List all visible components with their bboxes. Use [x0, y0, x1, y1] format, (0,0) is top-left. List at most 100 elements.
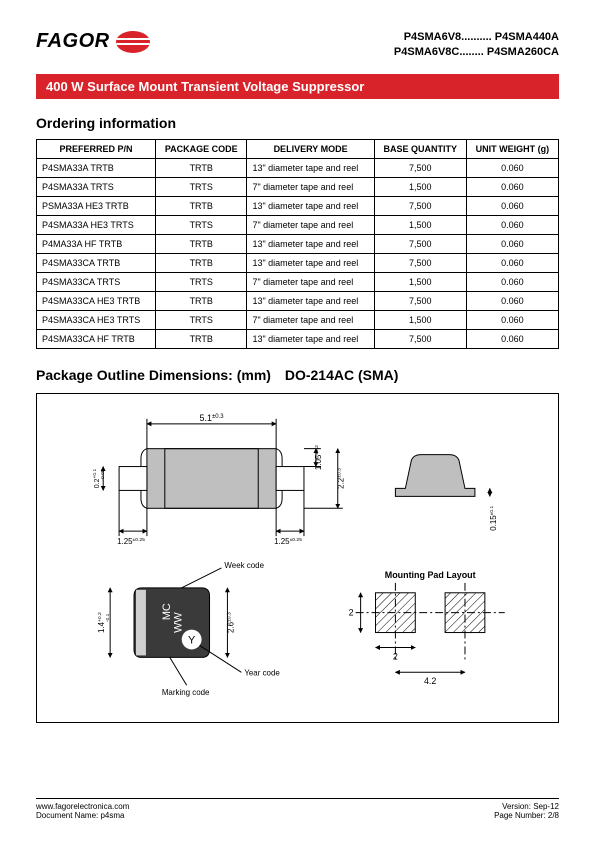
cell-del: 7" diameter tape and reel: [247, 310, 374, 329]
package-diagram: 5.1±0.3 1.05±0.2 2.2±0.3 0.2+0.1-0.05 1.…: [36, 393, 559, 723]
cell-pn: P4SMA33CA HF TRTB: [37, 329, 156, 348]
cell-wt: 0.060: [466, 329, 558, 348]
chip-ww: WW: [173, 611, 185, 632]
footer-url: www.fagorelectronica.com: [36, 802, 129, 811]
footer: www.fagorelectronica.com Document Name: …: [36, 798, 559, 820]
cell-pn: P4SMA33A TRTB: [37, 158, 156, 177]
cell-pkg: TRTS: [156, 177, 247, 196]
ordering-table: PREFERRED P/N PACKAGE CODE DELIVERY MODE…: [36, 139, 559, 349]
table-row: P4SMA33CA HF TRTBTRTB13" diameter tape a…: [37, 329, 559, 348]
cell-del: 13" diameter tape and reel: [247, 253, 374, 272]
cell-pkg: TRTB: [156, 196, 247, 215]
footer-page: Page Number: 2/8: [494, 811, 559, 820]
cell-pkg: TRTS: [156, 310, 247, 329]
label-marking: Marking code: [162, 688, 210, 697]
title-bar: 400 W Surface Mount Transient Voltage Su…: [36, 74, 559, 99]
brand-name: FAGOR: [36, 30, 110, 53]
header-part-codes: P4SMA6V8.......... P4SMA440A P4SMA6V8C..…: [394, 30, 559, 60]
cell-wt: 0.060: [466, 272, 558, 291]
dim-side-gap: 0.15±0.1: [489, 505, 498, 530]
cell-wt: 0.060: [466, 196, 558, 215]
cell-qty: 7,500: [374, 253, 466, 272]
code-2l: P4SMA6V8C........: [394, 46, 484, 58]
cell-pn: P4SMA33CA TRTB: [37, 253, 156, 272]
cell-pn: P4SMA33CA TRTS: [37, 272, 156, 291]
logo: FAGOR: [36, 30, 150, 53]
dim-front-w: 2.6±0.3: [226, 612, 235, 633]
cell-pn: P4SMA33A TRTS: [37, 177, 156, 196]
cell-pkg: TRTS: [156, 272, 247, 291]
table-row: P4SMA33CA HE3 TRTBTRTB13" diameter tape …: [37, 291, 559, 310]
cell-del: 13" diameter tape and reel: [247, 291, 374, 310]
cell-del: 7" diameter tape and reel: [247, 272, 374, 291]
cell-del: 7" diameter tape and reel: [247, 215, 374, 234]
cell-wt: 0.060: [466, 215, 558, 234]
cell-wt: 0.060: [466, 234, 558, 253]
code-1r: P4SMA440A: [495, 31, 559, 43]
chip-mc: MC: [161, 603, 173, 620]
cell-pkg: TRTB: [156, 329, 247, 348]
cell-del: 7" diameter tape and reel: [247, 177, 374, 196]
table-row: P4SMA33A HE3 TRTSTRTS7" diameter tape an…: [37, 215, 559, 234]
footer-doc: Document Name: p4sma: [36, 811, 129, 820]
code-2r: P4SMA260CA: [487, 46, 559, 58]
pkg-title: Package Outline Dimensions: [36, 367, 228, 383]
table-row: P4MA33A HF TRTBTRTB13" diameter tape and…: [37, 234, 559, 253]
th-pn: PREFERRED P/N: [37, 139, 156, 158]
cell-qty: 1,500: [374, 177, 466, 196]
pkg-type: DO-214AC (SMA): [285, 367, 399, 383]
dim-lead-r: 1.25±0.25: [274, 537, 302, 546]
dim-h2: 2.2±0.3: [337, 468, 346, 489]
code-1l: P4SMA6V8..........: [404, 31, 492, 43]
chip-y: Y: [188, 634, 196, 646]
cell-qty: 7,500: [374, 291, 466, 310]
pad-w: 2: [393, 651, 398, 661]
cell-wt: 0.060: [466, 177, 558, 196]
table-header-row: PREFERRED P/N PACKAGE CODE DELIVERY MODE…: [37, 139, 559, 158]
pad-pitch: 4.2: [424, 676, 436, 686]
cell-pn: P4MA33A HF TRTB: [37, 234, 156, 253]
cell-pn: P4SMA33CA HE3 TRTB: [37, 291, 156, 310]
cell-wt: 0.060: [466, 310, 558, 329]
table-row: P4SMA33CA HE3 TRTSTRTS7" diameter tape a…: [37, 310, 559, 329]
dim-top-width: 5.1±0.3: [200, 413, 225, 423]
label-year: Year code: [244, 668, 280, 677]
th-pkg: PACKAGE CODE: [156, 139, 247, 158]
cell-qty: 1,500: [374, 215, 466, 234]
dim-lead-l: 1.25±0.25: [117, 537, 145, 546]
cell-wt: 0.060: [466, 253, 558, 272]
cell-pkg: TRTB: [156, 234, 247, 253]
cell-del: 13" diameter tape and reel: [247, 158, 374, 177]
table-row: P4SMA33A TRTBTRTB13" diameter tape and r…: [37, 158, 559, 177]
cell-qty: 7,500: [374, 158, 466, 177]
table-row: P4SMA33CA TRTBTRTB13" diameter tape and …: [37, 253, 559, 272]
table-row: PSMA33A HE3 TRTBTRTB13" diameter tape an…: [37, 196, 559, 215]
dim-front-h: 1.4+0.2-0.1: [97, 612, 111, 633]
header: FAGOR P4SMA6V8.......... P4SMA440A P4SMA…: [36, 30, 559, 60]
cell-pkg: TRTB: [156, 158, 247, 177]
cell-pkg: TRTB: [156, 291, 247, 310]
cell-qty: 7,500: [374, 196, 466, 215]
th-wt: UNIT WEIGHT (g): [466, 139, 558, 158]
th-qty: BASE QUANTITY: [374, 139, 466, 158]
cell-pkg: TRTB: [156, 253, 247, 272]
cell-qty: 7,500: [374, 329, 466, 348]
cell-qty: 1,500: [374, 310, 466, 329]
cell-del: 13" diameter tape and reel: [247, 329, 374, 348]
table-row: P4SMA33A TRTSTRTS7" diameter tape and re…: [37, 177, 559, 196]
cell-qty: 7,500: [374, 234, 466, 253]
package-heading: Package Outline Dimensions: (mm) DO-214A…: [36, 367, 559, 383]
pad-h: 2: [349, 607, 354, 617]
pkg-units: : (mm): [228, 367, 271, 383]
cell-qty: 1,500: [374, 272, 466, 291]
cell-pkg: TRTS: [156, 215, 247, 234]
label-week: Week code: [224, 561, 264, 570]
logo-icon: [116, 31, 150, 53]
cell-pn: P4SMA33A HE3 TRTS: [37, 215, 156, 234]
th-del: DELIVERY MODE: [247, 139, 374, 158]
dim-h1: 1.05±0.2: [314, 445, 323, 470]
cell-del: 13" diameter tape and reel: [247, 196, 374, 215]
footer-version: Version: Sep-12: [494, 802, 559, 811]
dim-leftv: 0.2+0.1-0.05: [92, 468, 106, 488]
cell-del: 13" diameter tape and reel: [247, 234, 374, 253]
